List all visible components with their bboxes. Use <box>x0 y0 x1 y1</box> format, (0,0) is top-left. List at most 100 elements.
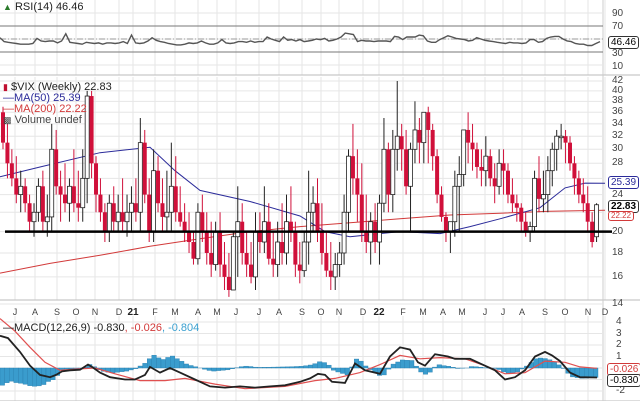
candle-body <box>76 203 81 208</box>
candle-body <box>124 211 130 223</box>
rsi-axis-10: 10 <box>612 61 624 72</box>
macd-histogram-bar <box>252 366 258 369</box>
price-axis-label: 42 <box>612 75 624 86</box>
candle-body <box>187 231 192 243</box>
candle-body <box>49 148 55 218</box>
macd-histogram-bar <box>469 366 475 369</box>
candle-body <box>200 212 205 232</box>
macd-histogram-bar <box>478 367 484 369</box>
candle-body <box>218 231 223 265</box>
candle-body <box>257 231 262 243</box>
month-label: N <box>584 307 592 317</box>
volume-legend: ▩ Volume undef <box>3 114 82 126</box>
candle-body <box>249 264 254 277</box>
price-axis-label: 36 <box>612 106 624 118</box>
month-label: S <box>541 307 549 317</box>
macd-histogram-bar <box>400 359 406 369</box>
macd-histogram-bar <box>441 365 447 369</box>
candle-body <box>417 129 422 143</box>
rsi-axis-90: 90 <box>612 8 624 19</box>
month-label: S <box>53 307 61 317</box>
candle-body <box>514 203 519 208</box>
macd-histogram-bar <box>13 367 19 383</box>
candle-body <box>244 252 249 265</box>
candle-body <box>510 194 515 204</box>
macd-histogram-bar <box>275 366 281 369</box>
volume-icon: ▩ <box>3 115 12 125</box>
month-label: A <box>31 307 39 317</box>
candle-body <box>31 211 37 223</box>
macd-histogram-bar <box>427 367 433 373</box>
month-label: M <box>213 307 221 317</box>
macd-histogram-bar <box>386 367 392 370</box>
macd-axis-label: 1 <box>616 350 622 362</box>
candle-body <box>412 129 418 150</box>
candle-body <box>240 221 245 253</box>
candle-body <box>98 194 103 213</box>
month-label: F <box>400 307 406 317</box>
candle-body <box>306 211 312 243</box>
month-label: 21 <box>127 307 139 318</box>
candle-body <box>80 177 86 209</box>
macd-histogram-bar <box>243 365 249 369</box>
candle-body <box>147 194 152 232</box>
candle-body <box>191 242 196 259</box>
candle-body <box>84 95 90 179</box>
candle-body <box>581 194 586 204</box>
macd-histogram-bar <box>137 365 143 369</box>
candle-body <box>160 203 165 217</box>
candle-body <box>142 142 147 195</box>
macd-histogram-bar <box>114 367 120 373</box>
candle-body <box>213 231 219 265</box>
candle-body <box>404 149 409 187</box>
candle-body <box>505 170 510 195</box>
candle-body <box>567 142 572 164</box>
month-label: D <box>601 307 609 317</box>
candle-body <box>328 270 333 277</box>
candle-body <box>421 111 427 144</box>
candle-body <box>235 221 241 238</box>
macd-histogram-bar <box>206 367 212 371</box>
month-label: J <box>233 307 239 317</box>
candle-body <box>27 203 32 222</box>
candle-body <box>293 231 298 265</box>
macd-histogram-bar <box>317 361 323 369</box>
candle-body <box>350 156 355 179</box>
macd-histogram-bar <box>266 366 272 369</box>
candle-body <box>585 203 590 222</box>
candle-body <box>315 203 320 232</box>
month-label: N <box>335 307 343 317</box>
ma200-legend: —MA(200) 22.22 <box>3 103 87 115</box>
candle-body <box>297 264 302 271</box>
macd-histogram-bar <box>515 367 521 373</box>
candle-body <box>301 241 307 272</box>
macd-histogram-bar <box>238 366 244 369</box>
month-label: 22 <box>373 307 385 318</box>
macd-histogram-bar <box>27 367 33 386</box>
candle-body <box>492 178 497 187</box>
macd-histogram-bar <box>123 367 129 372</box>
rsi-value-tag: 46.46 <box>608 36 640 49</box>
macd-histogram-bar <box>36 367 42 387</box>
candle-body <box>390 148 396 195</box>
macd-histogram-bar <box>248 366 254 369</box>
macd-histogram-bar <box>188 365 194 369</box>
candle-body <box>426 112 431 130</box>
candle-body <box>137 142 143 213</box>
candle-body <box>253 231 258 278</box>
candle-body <box>377 202 382 243</box>
candle-body <box>36 185 41 213</box>
candle-body <box>394 135 400 150</box>
candle-body <box>54 149 59 187</box>
macd-histogram-bar <box>8 367 14 382</box>
rsi-title: ▲ RSI(14) 46.46 <box>3 1 84 13</box>
macd-axis-label: -2 <box>616 385 625 396</box>
month-label: J <box>256 307 262 317</box>
candle-body <box>44 216 50 223</box>
macd-histogram-bar <box>0 367 5 386</box>
macd-axis-label: 3 <box>616 327 622 339</box>
ma200-line <box>0 209 606 274</box>
macd-histogram-bar <box>331 367 337 371</box>
candle-body <box>9 163 14 179</box>
